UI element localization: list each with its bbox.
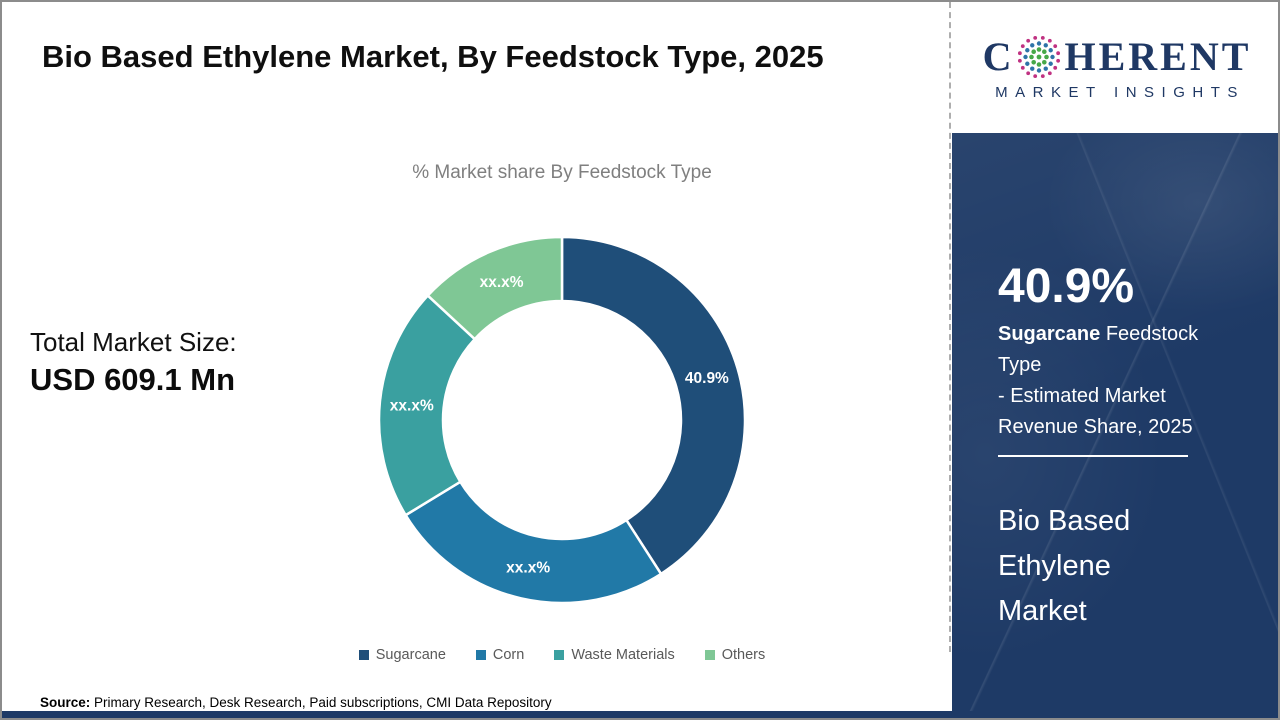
legend-item-waste-materials: Waste Materials xyxy=(554,647,675,663)
legend-swatch xyxy=(704,650,715,660)
legend-swatch xyxy=(475,650,486,660)
segment-label: xx.x% xyxy=(390,397,434,414)
globe-dot xyxy=(1026,71,1031,76)
donut-segment-corn xyxy=(403,480,663,605)
globe-icon xyxy=(1018,35,1061,79)
globe-dot xyxy=(1048,71,1053,76)
donut-segment-others xyxy=(426,235,564,341)
source-text: Primary Research, Desk Research, Paid su… xyxy=(90,695,552,710)
donut-segment-waste-materials xyxy=(377,293,477,517)
globe-dot xyxy=(1026,38,1031,43)
globe-dot xyxy=(1025,61,1030,66)
legend-swatch xyxy=(554,650,565,660)
legend-item-others: Others xyxy=(704,647,766,663)
globe-dot xyxy=(1048,61,1054,66)
legend-label: Others xyxy=(721,647,766,663)
highlight-sidebar: 40.9% Sugarcane Feedstock Type - Estimat… xyxy=(952,133,1278,716)
globe-dot xyxy=(1048,38,1053,43)
source-label: Source: xyxy=(40,695,91,710)
globe-dot xyxy=(1042,49,1048,54)
logo-text-prefix: C xyxy=(982,34,1015,79)
globe-dot xyxy=(1037,62,1042,67)
segment-label: xx.x% xyxy=(480,274,524,291)
globe-dot xyxy=(1033,35,1038,40)
globe-dot xyxy=(1023,54,1029,60)
vertical-dashed-divider xyxy=(949,2,951,652)
legend-label: Sugarcane xyxy=(375,647,446,663)
globe-dot xyxy=(1025,48,1030,53)
globe-dot xyxy=(1053,65,1058,70)
bottom-accent-bar xyxy=(2,711,1278,718)
globe-dot xyxy=(1041,35,1046,40)
globe-dot xyxy=(1031,60,1037,65)
page-title: Bio Based Ethylene Market, By Feedstock … xyxy=(42,39,824,74)
legend-label: Corn xyxy=(492,647,525,663)
globe-dot xyxy=(1053,44,1058,49)
stat-desc-bold: Sugarcane xyxy=(998,323,1101,345)
globe-dot xyxy=(1037,41,1042,46)
globe-dot xyxy=(1037,68,1042,73)
segment-label: xx.x% xyxy=(506,560,550,577)
globe-dot xyxy=(1021,65,1026,70)
globe-dot xyxy=(1042,60,1048,65)
total-market-size-label: Total Market Size: xyxy=(30,327,237,357)
segment-label: 40.9% xyxy=(685,370,729,387)
globe-dot xyxy=(1056,51,1061,56)
globe-dot xyxy=(1029,54,1035,60)
brand-logo: C HERENT MARKET INSIGHTS xyxy=(952,2,1278,133)
logo-text-suffix: HERENT xyxy=(1064,34,1252,79)
donut-segment-sugarcane xyxy=(560,235,747,576)
sidebar-content: 40.9% Sugarcane Feedstock Type - Estimat… xyxy=(952,260,1278,443)
chart-subtitle: % Market share By Feedstock Type xyxy=(412,162,712,183)
globe-dot xyxy=(1048,48,1054,53)
sidebar-stat-description: Sugarcane Feedstock Type - Estimated Mar… xyxy=(998,319,1240,443)
chart-legend: Sugarcane Corn Waste Materials Others xyxy=(172,647,952,663)
globe-dot xyxy=(1044,66,1049,71)
globe-dot xyxy=(1037,47,1042,52)
globe-dot xyxy=(1031,49,1037,54)
total-market-size: Total Market Size: USD 609.1 Mn xyxy=(30,324,237,400)
legend-label: Waste Materials xyxy=(571,647,675,663)
sidebar-market-name: Bio Based Ethylene Market xyxy=(998,505,1131,627)
globe-dot xyxy=(1030,43,1035,48)
globe-dot xyxy=(1044,43,1049,48)
globe-dot xyxy=(1041,74,1046,79)
stat-desc-line1: Sugarcane Feedstock Type xyxy=(998,319,1240,381)
stat-desc-rest: Feedstock Type xyxy=(998,323,1199,376)
stat-desc-line3: Revenue Share, 2025 xyxy=(998,416,1193,438)
brand-logo-subtitle: MARKET INSIGHTS xyxy=(995,84,1245,101)
legend-item-corn: Corn xyxy=(475,647,525,663)
total-market-size-value: USD 609.1 Mn xyxy=(30,362,236,397)
sidebar-divider xyxy=(998,455,1188,457)
globe-dot xyxy=(1044,54,1050,60)
legend-item-sugarcane: Sugarcane xyxy=(358,647,446,663)
globe-dot xyxy=(1018,51,1023,56)
stat-desc-line2: - Estimated Market xyxy=(998,385,1166,407)
globe-dot xyxy=(1050,54,1056,60)
legend-swatch xyxy=(358,650,369,660)
globe-dot xyxy=(1030,66,1035,71)
source-note: Source: Primary Research, Desk Research,… xyxy=(40,695,552,710)
globe-dot xyxy=(1033,74,1038,79)
sidebar-stat-value: 40.9% xyxy=(998,260,1135,313)
donut-chart: 40.9% xx.x% xx.x% xx.x% xyxy=(377,235,747,605)
globe-dot xyxy=(1018,58,1023,63)
globe-dot xyxy=(1037,54,1042,60)
globe-dot xyxy=(1056,58,1061,63)
globe-dot xyxy=(1021,44,1026,49)
brand-logo-wordmark: C HERENT xyxy=(983,34,1252,80)
